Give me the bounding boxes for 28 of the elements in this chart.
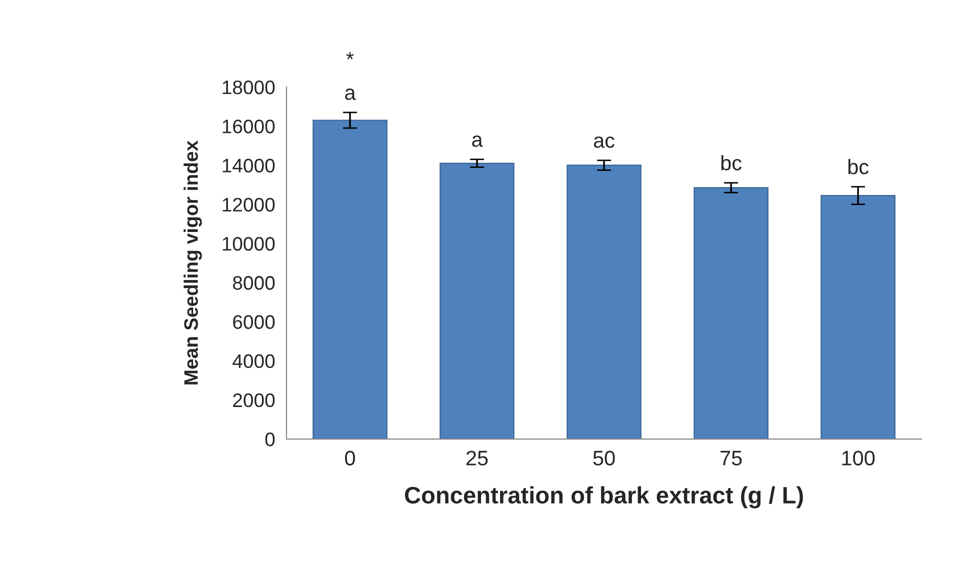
data-label: bc: [721, 155, 742, 170]
bar: [694, 187, 768, 440]
x-tick-label: 50: [593, 450, 615, 466]
bar: [312, 120, 388, 440]
text: *: [346, 52, 354, 60]
bar: [820, 194, 896, 440]
y-tick-label: 2000: [233, 393, 275, 408]
x-axis-title: Concentration of bark extract (g / L): [404, 486, 803, 508]
y-tick-label: 0: [265, 432, 275, 446]
bar: [566, 164, 642, 440]
bar: [440, 162, 514, 440]
y-tick-label: 4000: [232, 354, 275, 368]
data-label: bc: [848, 158, 869, 174]
y-tick-label: 18000: [222, 80, 275, 94]
x-tick-label: 0: [345, 450, 355, 466]
data-label: a: [472, 136, 483, 147]
data-label: a: [345, 88, 356, 100]
y-tick-label: 8000: [232, 276, 275, 290]
y-axis-title: Mean Seedling vigor index: [184, 140, 202, 384]
x-tick-label: 75: [720, 450, 742, 466]
y-tick-label: 6000: [233, 315, 275, 329]
x-tick-label: 25: [466, 450, 488, 466]
x-tick-label: 100: [842, 450, 875, 466]
y-tick-label: 16000: [222, 120, 275, 134]
y-tick-label: 12000: [222, 198, 275, 212]
y-tick-label: 14000: [222, 158, 275, 172]
data-label: ac: [594, 136, 614, 148]
y-tick-label: 10000: [222, 236, 275, 251]
